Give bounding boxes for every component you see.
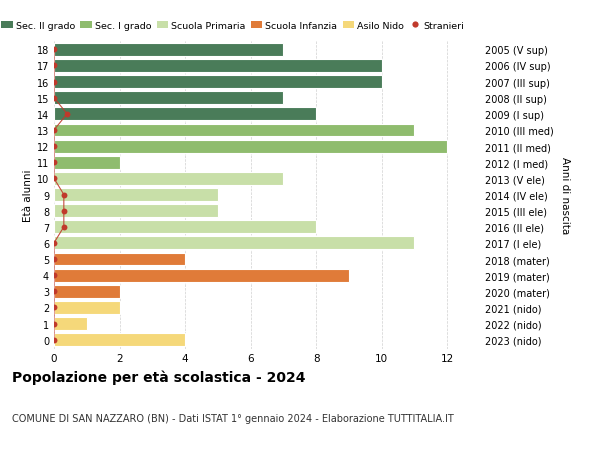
Bar	[54, 253, 185, 266]
Point	[59, 207, 68, 215]
Y-axis label: Età alunni: Età alunni	[23, 169, 32, 221]
Bar	[54, 124, 415, 137]
Bar	[54, 205, 218, 218]
Bar	[54, 269, 349, 282]
Point	[49, 78, 59, 86]
Point	[49, 143, 59, 151]
Point	[49, 304, 59, 312]
Bar	[54, 173, 283, 185]
Text: COMUNE DI SAN NAZZARO (BN) - Dati ISTAT 1° gennaio 2024 - Elaborazione TUTTITALI: COMUNE DI SAN NAZZARO (BN) - Dati ISTAT …	[12, 413, 454, 423]
Bar	[54, 189, 218, 202]
Text: Popolazione per età scolastica - 2024: Popolazione per età scolastica - 2024	[12, 369, 305, 384]
Bar	[54, 302, 119, 314]
Point	[49, 336, 59, 344]
Point	[49, 288, 59, 295]
Bar	[54, 92, 283, 105]
Legend: Sec. II grado, Sec. I grado, Scuola Primaria, Scuola Infanzia, Asilo Nido, Stran: Sec. II grado, Sec. I grado, Scuola Prim…	[1, 22, 464, 30]
Point	[59, 224, 68, 231]
Bar	[54, 285, 119, 298]
Point	[49, 272, 59, 279]
Point	[49, 127, 59, 134]
Point	[49, 46, 59, 54]
Point	[49, 240, 59, 247]
Bar	[54, 44, 283, 56]
Point	[49, 175, 59, 183]
Point	[49, 95, 59, 102]
Point	[49, 62, 59, 70]
Bar	[54, 318, 87, 330]
Point	[49, 159, 59, 167]
Bar	[54, 221, 316, 234]
Bar	[54, 108, 316, 121]
Bar	[54, 334, 185, 347]
Point	[62, 111, 72, 118]
Bar	[54, 237, 415, 250]
Bar	[54, 157, 119, 169]
Y-axis label: Anni di nascita: Anni di nascita	[560, 157, 570, 234]
Point	[59, 191, 68, 199]
Point	[49, 256, 59, 263]
Bar	[54, 140, 447, 153]
Point	[49, 320, 59, 328]
Bar	[54, 60, 382, 73]
Bar	[54, 76, 382, 89]
